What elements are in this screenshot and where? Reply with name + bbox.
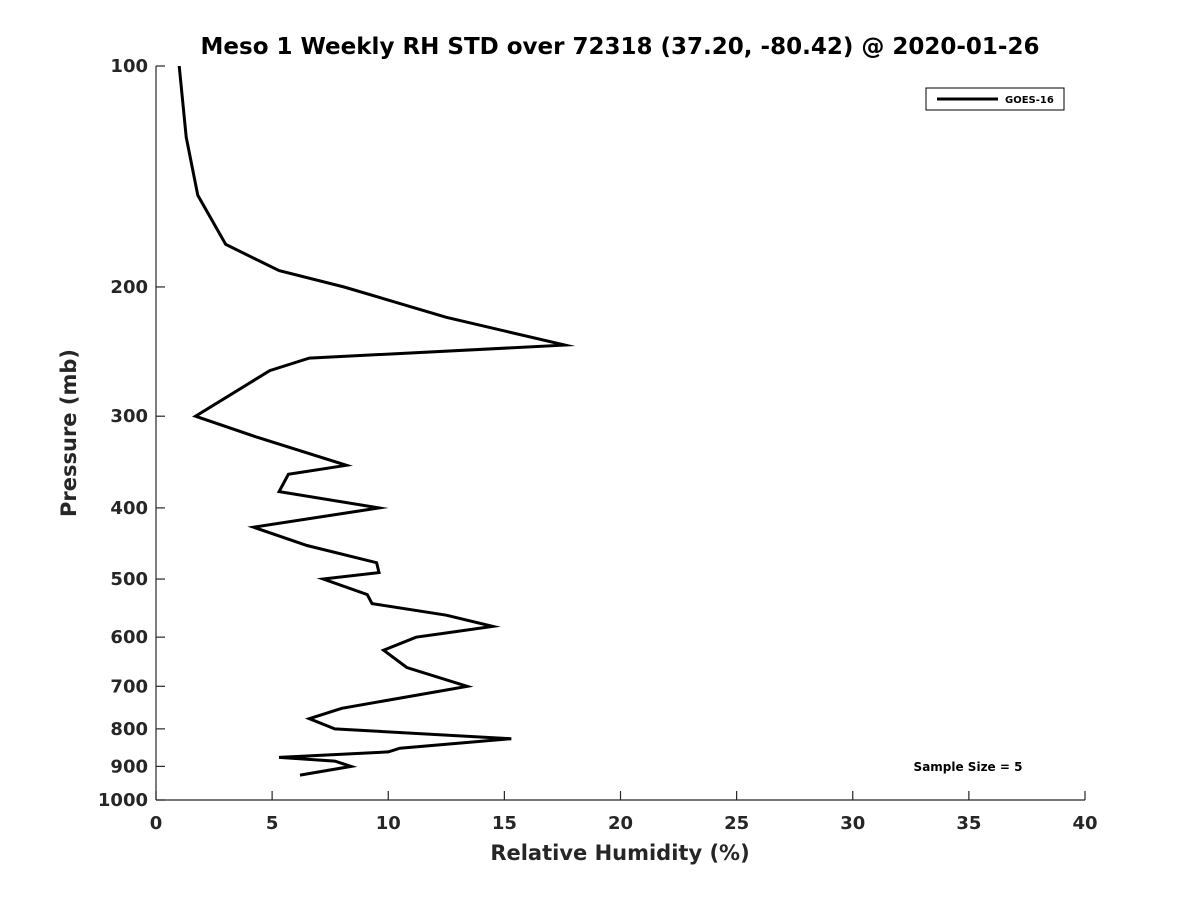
y-tick-label: 1000: [98, 790, 148, 811]
x-tick-label: 20: [608, 813, 633, 834]
y-tick-label: 800: [110, 719, 148, 740]
x-tick-label: 30: [840, 813, 865, 834]
y-tick-label: 200: [110, 277, 148, 298]
x-tick-label: 35: [956, 813, 981, 834]
x-tick-label: 15: [492, 813, 517, 834]
sample-size-annotation: Sample Size = 5: [914, 760, 1023, 774]
legend-label-goes16: GOES-16: [1005, 95, 1054, 106]
y-tick-label: 100: [110, 56, 148, 77]
x-tick-label: 25: [724, 813, 749, 834]
x-axis-label: Relative Humidity (%): [490, 841, 749, 865]
y-tick-label: 300: [110, 406, 148, 427]
x-tick-label: 10: [376, 813, 401, 834]
x-tick-label: 40: [1072, 813, 1097, 834]
y-tick-label: 600: [110, 627, 148, 648]
y-tick-label: 900: [110, 756, 148, 777]
y-axis-label: Pressure (mb): [57, 349, 81, 517]
legend: GOES-16: [926, 88, 1064, 110]
x-tick-label: 0: [150, 813, 163, 834]
y-tick-label: 500: [110, 569, 148, 590]
x-tick-label: 5: [266, 813, 279, 834]
y-tick-label: 700: [110, 676, 148, 697]
y-tick-label: 400: [110, 498, 148, 519]
chart-title: Meso 1 Weekly RH STD over 72318 (37.20, …: [201, 34, 1040, 60]
